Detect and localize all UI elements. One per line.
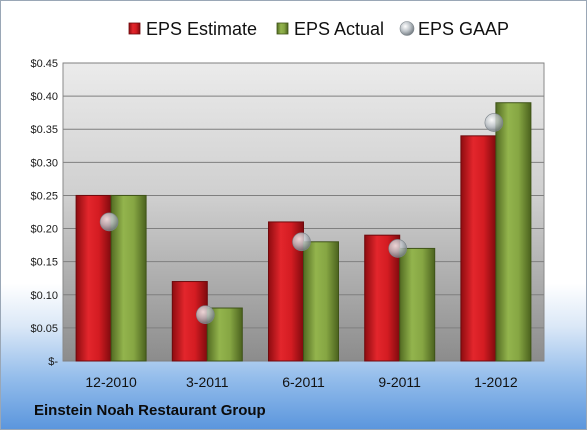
legend-swatch-eps-actual [276, 22, 289, 35]
x-tick-label: 12-2010 [85, 374, 137, 390]
eps-gaap-marker-1 [99, 212, 119, 232]
bars [75, 102, 532, 362]
eps-gaap-marker-4 [388, 239, 408, 258]
eps-gaap-marker-5 [484, 113, 504, 132]
y-tick-label: $0.10 [30, 290, 58, 302]
eps-gaap-marker-3 [292, 232, 311, 252]
legend-label: EPS Estimate [146, 19, 257, 39]
eps-gaap-marker-2 [196, 305, 215, 324]
y-tick-label: $0.20 [30, 224, 58, 236]
eps-estimate-bar-5 [460, 135, 497, 362]
y-tick-label: $0.40 [30, 91, 58, 103]
eps-actual-bar-4 [399, 247, 436, 362]
y-tick-label: $0.30 [30, 157, 58, 169]
y-tick-label: $- [48, 356, 58, 368]
y-tick-label: $0.35 [30, 124, 58, 136]
eps-actual-bar-5 [495, 102, 532, 362]
legend-swatch-eps-estimate [128, 22, 141, 35]
x-tick-label: 6-2011 [282, 374, 325, 390]
x-tick-label: 3-2011 [186, 374, 229, 390]
company-name-label: Einstein Noah Restaurant Group [34, 402, 266, 419]
eps-actual-bar-3 [303, 241, 339, 362]
y-tick-label: $0.25 [30, 190, 58, 202]
x-tick-label: 1-2012 [474, 374, 518, 390]
x-axis-tick-labels: 12-2010 3-2011 6-2011 9-2011 1-2012 [85, 374, 518, 390]
y-tick-label: $0.05 [30, 323, 58, 335]
legend-label: EPS Actual [294, 19, 384, 39]
y-axis-tick-labels: $- $0.05 $0.10 $0.15 $0.20 $0.25 $0.30 $0.35 $0.… [30, 58, 58, 368]
legend-label: EPS GAAP [418, 19, 509, 39]
y-tick-label: $0.15 [30, 257, 58, 269]
legend: EPS Estimate EPS Actual EPS GAAP [128, 19, 509, 39]
gaap-markers [99, 113, 504, 324]
x-tick-label: 9-2011 [378, 374, 421, 390]
y-tick-label: $0.45 [30, 58, 58, 70]
legend-swatch-eps-gaap [399, 21, 415, 36]
